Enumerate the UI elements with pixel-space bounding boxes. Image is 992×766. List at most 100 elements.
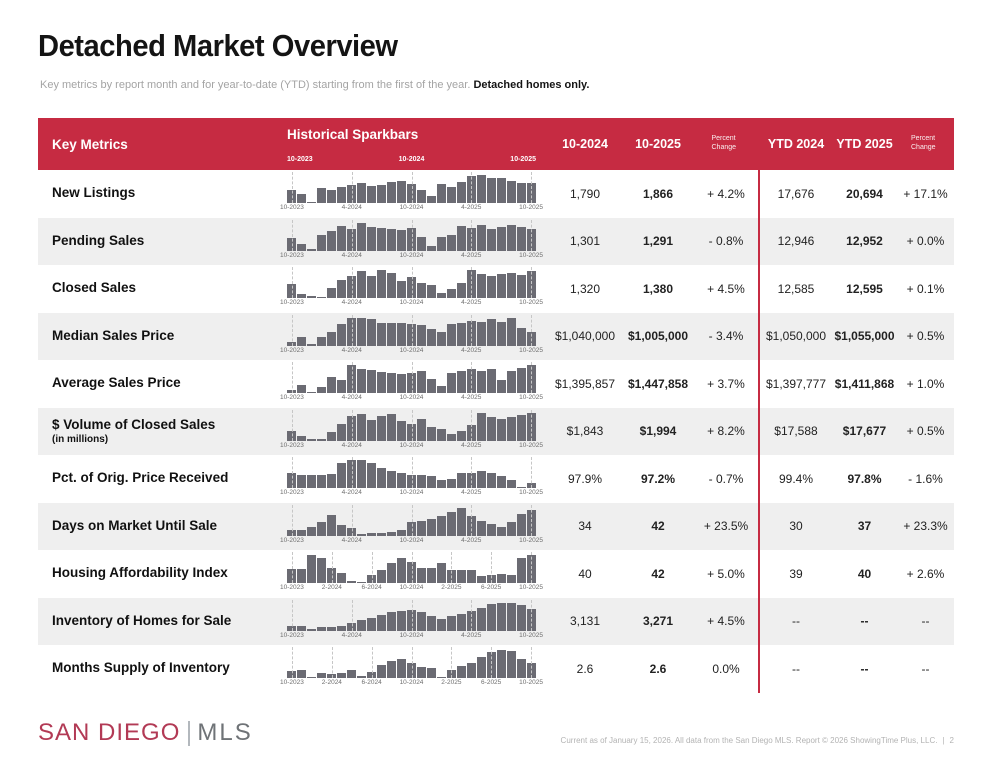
sparkbar-x-axis: 10-2023 4-2024 10-2024 4-2025 10-2025 <box>280 299 543 308</box>
spark-bar <box>377 227 386 251</box>
spark-bar <box>317 475 326 488</box>
spark-bar <box>377 665 386 678</box>
spark-bar <box>417 190 426 203</box>
sparkbar-chart: 10-2023 4-2024 10-2024 4-2025 10-2025 <box>280 170 548 218</box>
spark-bar <box>437 386 446 393</box>
x-axis-tick-label: 10-2024 <box>399 394 424 401</box>
tick-gridline <box>531 552 533 583</box>
spark-bar <box>317 672 326 678</box>
spark-bar <box>367 185 376 203</box>
spark-bar <box>397 230 406 251</box>
spark-bar <box>367 532 376 536</box>
tick-gridline <box>411 219 413 251</box>
spark-bar <box>347 275 356 298</box>
sparkbar-x-axis: 10-2023 4-2024 10-2024 4-2025 10-2025 <box>280 632 543 641</box>
spark-bar <box>497 476 506 488</box>
spark-bar <box>377 270 386 298</box>
ytd-section-divider <box>758 597 760 645</box>
spark-bar <box>367 276 376 298</box>
x-axis-tick-label: 10-2023 <box>280 584 304 591</box>
sparkbar-chart: 10-2023 4-2024 10-2024 4-2025 10-2025 <box>280 265 548 313</box>
spark-bar <box>297 337 306 346</box>
spark-bar <box>327 567 336 583</box>
x-axis-tick-label: 6-2024 <box>361 679 382 686</box>
spark-bar <box>447 323 456 346</box>
spark-bar <box>387 612 396 631</box>
spark-bar <box>287 569 296 583</box>
sparkbar-x-axis: 10-2023 4-2024 10-2024 4-2025 10-2025 <box>280 489 543 498</box>
spark-bar <box>347 669 356 678</box>
tick-gridline <box>351 599 353 631</box>
tick-gridline <box>471 457 473 488</box>
value-ytd-prev: 12,585 <box>777 281 815 296</box>
sparkbar-chart: 10-2023 4-2024 10-2024 4-2025 10-2025 <box>280 598 548 646</box>
value-month-curr: 97.2% <box>640 471 676 486</box>
tick-gridline <box>471 409 473 441</box>
table-row: Days on Market Until Sale 10-2023 4-2024 1… <box>38 502 954 550</box>
x-axis-tick-label: 10-2024 <box>399 536 424 544</box>
tick-gridline <box>411 647 413 678</box>
spark-bar <box>417 520 426 536</box>
metric-label-cell: Pct. of Orig. Price Received <box>38 455 285 503</box>
value-month-prev: $1,395,857 <box>554 376 616 391</box>
x-axis-tick-label: 4-2024 <box>341 251 362 259</box>
tick-gridline <box>531 504 533 536</box>
spark-bar <box>327 432 336 441</box>
subtitle-emphasis: Detached homes only. <box>473 79 590 91</box>
spark-bar <box>367 226 376 251</box>
tick-gridline <box>291 504 293 536</box>
tick-gridline <box>291 219 293 251</box>
ytd-section-divider <box>758 217 760 265</box>
metric-label: Days on Market Until Sale <box>52 517 218 533</box>
spark-bar <box>427 476 436 488</box>
spark-bar <box>337 279 346 298</box>
table-body: New Listings 10-2023 4-2024 10-2024 4-2025 1… <box>38 170 954 693</box>
spark-bar <box>367 671 376 678</box>
spark-bar <box>377 615 386 631</box>
spark-bar <box>337 463 346 488</box>
spark-bar <box>337 225 346 251</box>
logo-divider <box>188 720 191 746</box>
value-ytd-pct-change: + 2.6% <box>906 566 945 581</box>
tick-gridline <box>531 219 533 251</box>
spark-bar <box>367 370 376 393</box>
value-ytd-pct-change: -- <box>921 614 930 629</box>
metric-label-cell: Housing Affordability Index <box>38 550 285 598</box>
metric-label: $ Volume of Closed Sales <box>52 416 216 432</box>
table-row: Pending Sales 10-2023 4-2024 10-2024 4-2025… <box>38 217 954 266</box>
spark-bar <box>517 183 526 203</box>
sparkbar-chart: 10-2023 4-2024 10-2024 4-2025 10-2025 <box>280 313 548 361</box>
san-diego-mls-logo: SAN DIEGO MLS <box>38 719 253 747</box>
value-ytd-pct-change: + 0.0% <box>906 234 945 249</box>
spark-bar <box>497 650 506 678</box>
metric-label: Pct. of Orig. Price Received <box>52 470 229 486</box>
spark-bar <box>437 183 446 203</box>
x-axis-tick-label: 4-2025 <box>461 536 482 544</box>
spark-bar <box>357 534 366 536</box>
spark-bar <box>397 610 406 631</box>
spark-bar <box>517 275 526 298</box>
spark-bar <box>487 523 496 536</box>
metric-label-cell: Pending Sales <box>38 218 285 266</box>
spark-bar <box>327 376 336 393</box>
spark-bar <box>357 460 366 488</box>
spark-bar <box>397 281 406 298</box>
table-row: Average Sales Price 10-2023 4-2024 10-2024… <box>38 360 954 408</box>
spark-bar <box>487 177 496 203</box>
x-axis-tick-label: 10-2024 <box>399 441 424 449</box>
value-month-pct-change: - 0.8% <box>708 234 744 249</box>
tick-gridline <box>531 647 533 678</box>
x-axis-tick-label: 4-2024 <box>341 299 362 306</box>
x-axis-tick-label: 6-2025 <box>481 679 502 686</box>
spark-bar <box>297 529 306 536</box>
spark-bar <box>357 619 366 631</box>
x-axis-tick-label: 10-2024 <box>399 346 424 354</box>
tick-gridline <box>451 647 453 678</box>
spark-bar <box>397 472 406 488</box>
value-ytd-curr: -- <box>860 661 869 676</box>
value-month-pct-change: 0.0% <box>712 661 740 676</box>
tick-gridline <box>411 362 413 393</box>
value-month-pct-change: + 23.5% <box>703 519 749 534</box>
spark-bar <box>507 317 516 346</box>
spark-bar <box>357 413 366 441</box>
